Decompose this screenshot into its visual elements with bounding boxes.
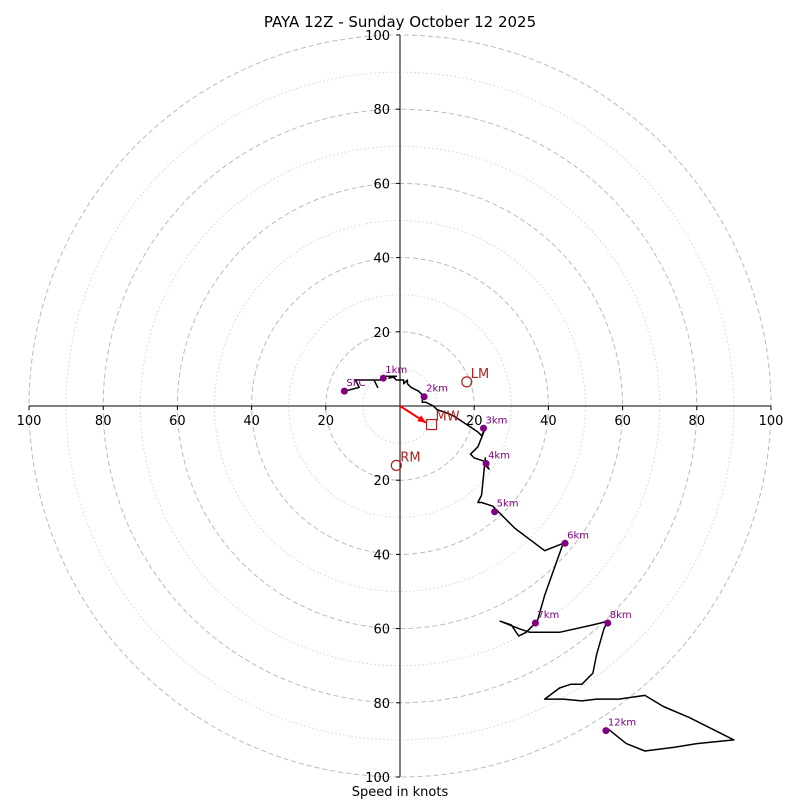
height-marker-label: 3km	[485, 415, 507, 426]
x-tick-label: 60	[169, 414, 186, 429]
height-marker-label: 5km	[497, 499, 519, 510]
height-marker-label: 2km	[426, 384, 448, 395]
height-marker	[604, 619, 612, 627]
y-tick-label: 40	[373, 252, 390, 267]
chart-title: PAYA 12Z - Sunday October 12 2025	[264, 13, 536, 31]
y-tick-label: 100	[365, 29, 390, 44]
height-marker	[340, 387, 348, 395]
height-marker	[482, 460, 490, 468]
x-tick-label: 100	[759, 414, 784, 429]
height-marker	[531, 619, 539, 627]
height-marker	[491, 508, 499, 516]
shear-arrow-head	[417, 415, 426, 423]
height-marker	[420, 393, 428, 401]
x-tick-label: 80	[95, 414, 112, 429]
x-tick-label: 20	[318, 414, 335, 429]
y-tick-label: 20	[373, 326, 390, 341]
height-marker	[479, 424, 487, 432]
height-marker-label: 8km	[610, 610, 632, 621]
y-tick-label: 60	[373, 177, 390, 192]
height-marker-label: 6km	[567, 530, 589, 541]
mean-wind-marker	[425, 418, 438, 431]
y-tick-label: 60	[373, 623, 390, 638]
y-tick-label: 40	[373, 548, 390, 563]
storm-motion-marker	[461, 376, 473, 388]
x-tick-label: 40	[243, 414, 260, 429]
y-tick-label: 80	[373, 103, 390, 118]
height-marker-label: SFC	[346, 378, 365, 389]
x-tick-label: 80	[689, 414, 706, 429]
height-marker	[379, 374, 387, 382]
storm-motion-label: RM	[400, 450, 420, 465]
x-tick-label: 40	[540, 414, 557, 429]
height-marker-label: 1km	[385, 365, 407, 376]
x-tick-label: 20	[466, 414, 483, 429]
height-marker	[602, 727, 610, 735]
height-marker-label: 4km	[488, 451, 510, 462]
x-tick-label: 100	[17, 414, 42, 429]
y-tick-label: 100	[365, 771, 390, 786]
storm-motion-label: LM	[471, 367, 489, 382]
x-tick-label: 60	[614, 414, 631, 429]
hodograph-trace	[343, 375, 735, 752]
height-marker-label: 12km	[608, 718, 636, 729]
y-tick-label: 80	[373, 697, 390, 712]
x-axis-label: Speed in knots	[352, 785, 449, 800]
height-marker-label: 7km	[537, 610, 559, 621]
storm-motion-label: MW	[436, 410, 460, 425]
y-tick-label: 20	[373, 474, 390, 489]
height-marker	[561, 539, 569, 547]
storm-motion-marker	[390, 459, 402, 471]
